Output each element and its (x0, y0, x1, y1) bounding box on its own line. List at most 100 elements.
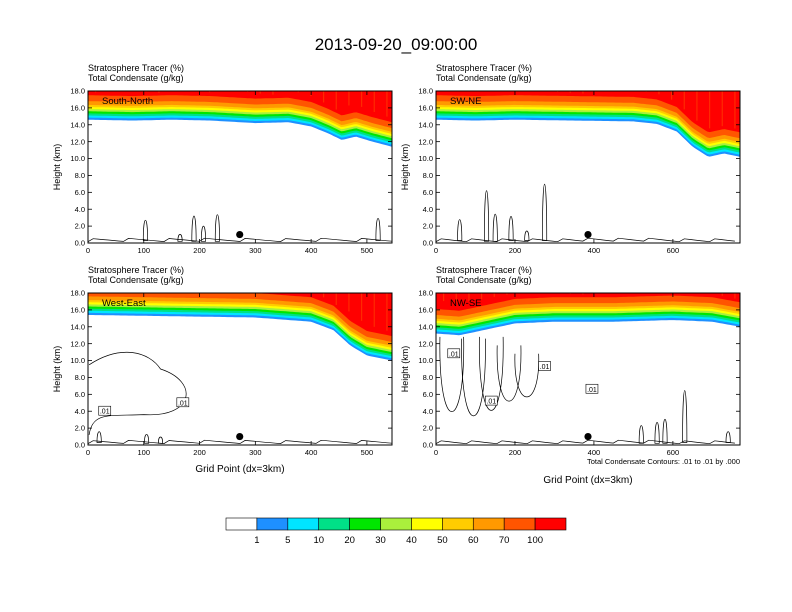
colorbar-label: 10 (313, 535, 324, 546)
y-tick-label: 2.0 (423, 424, 433, 433)
colorbar-swatch (503, 517, 536, 531)
condensate-contours (436, 336, 735, 445)
y-tick-label: 12.0 (418, 339, 433, 348)
x-tick-label: 300 (249, 448, 262, 457)
location-marker (236, 230, 244, 239)
tracer-field (88, 91, 392, 243)
y-tick-label: 16.0 (70, 305, 85, 314)
contour-line (542, 184, 548, 241)
colorbar-label: 1 (254, 535, 259, 546)
y-tick-label: 10.0 (418, 154, 433, 163)
contour-label: .01 (538, 361, 551, 371)
x-tick-label: 500 (361, 448, 374, 457)
panel-2: Stratosphere Tracer (%)Total Condensate … (400, 63, 741, 255)
panel-3: Stratosphere Tracer (%)Total Condensate … (52, 265, 393, 475)
y-axis-label: Height (km) (400, 144, 410, 191)
panels-group: Stratosphere Tracer (%) Total Condensate … (52, 63, 741, 486)
svg-text:NW-SE: NW-SE (450, 298, 482, 309)
contour-label: .01 (98, 405, 112, 416)
y-tick-label: 6.0 (75, 390, 85, 399)
colorbar: 1 5 10 20 30 40 50 60 70 100 (225, 517, 567, 546)
y-tick-label: 8.0 (75, 171, 85, 180)
x-tick-label: 400 (588, 246, 601, 255)
colorbar-label: 60 (468, 535, 479, 546)
contour-line (436, 237, 735, 243)
contour-line (461, 338, 486, 417)
colorbar-label: 50 (437, 535, 448, 546)
y-tick-label: 14.0 (70, 322, 85, 331)
svg-text:.01: .01 (486, 399, 496, 406)
colorbar-swatch (380, 517, 412, 531)
y-tick-label: 12.0 (70, 339, 85, 348)
y-tick-label: 8.0 (423, 171, 433, 180)
y-tick-label: 12.0 (70, 137, 85, 146)
x-tick-label: 500 (361, 246, 374, 255)
contour-line (479, 336, 504, 411)
panel-subtitle: Total Condensate (g/kg) (436, 73, 532, 83)
y-tick-label: 2.0 (75, 424, 85, 433)
panel-subtitle: Stratosphere Tracer (%) (88, 63, 184, 73)
colorbar-swatch (349, 517, 381, 531)
y-axis-label: Height (km) (52, 144, 62, 191)
panel-title: NW-SE (450, 298, 482, 309)
contour-line (88, 237, 392, 243)
y-tick-label: 6.0 (423, 390, 433, 399)
y-tick-label: 4.0 (423, 205, 433, 214)
contour-line (514, 353, 540, 398)
panel-1: Stratosphere Tracer (%)Total Condensate … (52, 63, 393, 255)
y-tick-label: 12.0 (418, 137, 433, 146)
y-tick-label: 4.0 (75, 407, 85, 416)
colorbar-label: 5 (285, 535, 290, 546)
y-tick-label: 18.0 (418, 87, 433, 96)
colorbar-swatch (256, 517, 289, 531)
contour-label: .01 (176, 397, 190, 407)
x-tick-label: 400 (305, 246, 318, 255)
tracer-field (436, 91, 740, 243)
x-tick-label: 200 (193, 448, 206, 457)
x-tick-label: 300 (249, 246, 262, 255)
y-tick-label: 16.0 (418, 305, 433, 314)
contour-line (662, 419, 668, 444)
contour-line (439, 336, 465, 412)
y-tick-label: 0.0 (423, 239, 433, 248)
y-tick-label: 2.0 (423, 222, 433, 231)
colorbar-label: 100 (527, 535, 543, 546)
x-tick-label: 0 (434, 246, 438, 255)
panel-subtitle: Total Condensate (g/kg) (88, 275, 184, 285)
y-tick-label: 14.0 (418, 322, 433, 331)
y-tick-label: 4.0 (423, 407, 433, 416)
colorbar-label: 20 (344, 535, 355, 546)
panel-title: SW-NE (450, 96, 482, 107)
panel-subtitle: Total Condensate (g/kg) (436, 275, 532, 285)
contour-line (144, 434, 150, 444)
contour-line (96, 431, 102, 443)
plot-frame (87, 292, 393, 446)
y-tick-label: 18.0 (70, 289, 85, 298)
panel-4: Stratosphere Tracer (%)Total Condensate … (400, 265, 741, 486)
x-tick-label: 0 (86, 448, 90, 457)
plot-frame (435, 292, 741, 446)
x-tick-label: 200 (193, 246, 206, 255)
tracer-field (436, 293, 740, 445)
y-tick-label: 2.0 (75, 222, 85, 231)
svg-text:SW-NE: SW-NE (450, 96, 482, 107)
tracer-field (88, 293, 392, 445)
contour-line (88, 439, 392, 445)
location-marker (236, 432, 244, 441)
x-tick-label: 600 (667, 448, 680, 457)
contour-line (214, 214, 220, 242)
tracer-band-100 (436, 293, 740, 311)
y-tick-label: 10.0 (70, 154, 85, 163)
figure-title: 2013-09-20_09:00:00 (315, 35, 478, 54)
colorbar-swatch (411, 517, 443, 531)
y-tick-label: 8.0 (423, 373, 433, 382)
colorbar-swatch (472, 517, 505, 531)
colorbar-swatch (225, 517, 258, 531)
colorbar-swatch (318, 517, 350, 531)
svg-text:.01: .01 (178, 400, 188, 407)
x-axis-label: Grid Point (dx=3km) (195, 464, 284, 475)
svg-text:.01: .01 (587, 387, 597, 394)
svg-text:.01: .01 (540, 364, 550, 371)
y-axis-label: Height (km) (400, 346, 410, 393)
